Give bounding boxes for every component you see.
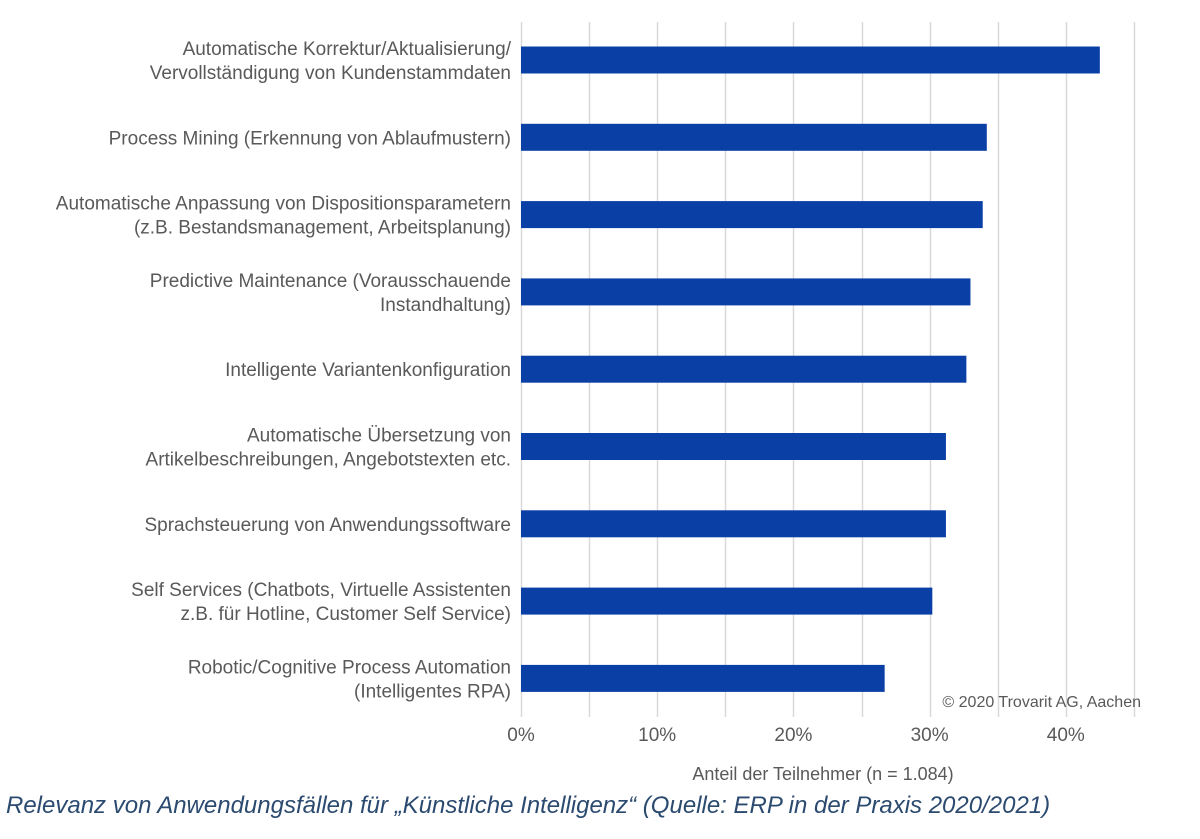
category-label: Automatische Anpassung von Dispositionsp…: [56, 194, 511, 239]
bar: [521, 123, 987, 151]
x-tick-label: 40%: [1047, 725, 1085, 746]
bar: [521, 510, 946, 538]
bar: [521, 278, 971, 306]
category-label: Sprachsteuerung von Anwendungssoftware: [144, 515, 511, 536]
category-label: Robotic/Cognitive Process Automation (Int…: [188, 657, 511, 702]
category-label: Predictive Maintenance (Vorausschauende I…: [150, 271, 511, 316]
copyright-annotation: © 2020 Trovarit AG, Aachen: [942, 694, 1141, 711]
category-label: Automatische Übersetzung von Artikelbesch…: [146, 426, 511, 471]
x-tick-label: 30%: [911, 725, 949, 746]
category-label: Self Services (Chatbots, Virtuelle Assis…: [131, 580, 511, 625]
category-label: Process Mining (Erkennung von Ablaufmust…: [109, 128, 511, 149]
figure-caption: Relevanz von Anwendungsfällen für „Künst…: [6, 792, 1051, 819]
x-tick-labels: 0% 10% 20% 30% 40%: [507, 725, 1085, 746]
bar: [521, 46, 1100, 74]
category-label: Intelligente Variantenkonfiguration: [225, 360, 511, 381]
x-tick-label: 20%: [774, 725, 812, 746]
bar: [521, 433, 946, 460]
x-tick-label: 10%: [638, 725, 676, 746]
category-label: Automatische Korrektur/Aktualisierung/Ve…: [150, 39, 512, 84]
x-tick-label: 0%: [507, 725, 535, 746]
bars: [521, 46, 1100, 692]
category-labels: Automatische Korrektur/Aktualisierung/Ve…: [56, 39, 512, 702]
x-axis-title: Anteil der Teilnehmer (n = 1.084): [692, 764, 953, 784]
bar: [521, 664, 885, 692]
bar: [521, 201, 983, 229]
bar: [521, 355, 967, 383]
bar: [521, 587, 933, 615]
